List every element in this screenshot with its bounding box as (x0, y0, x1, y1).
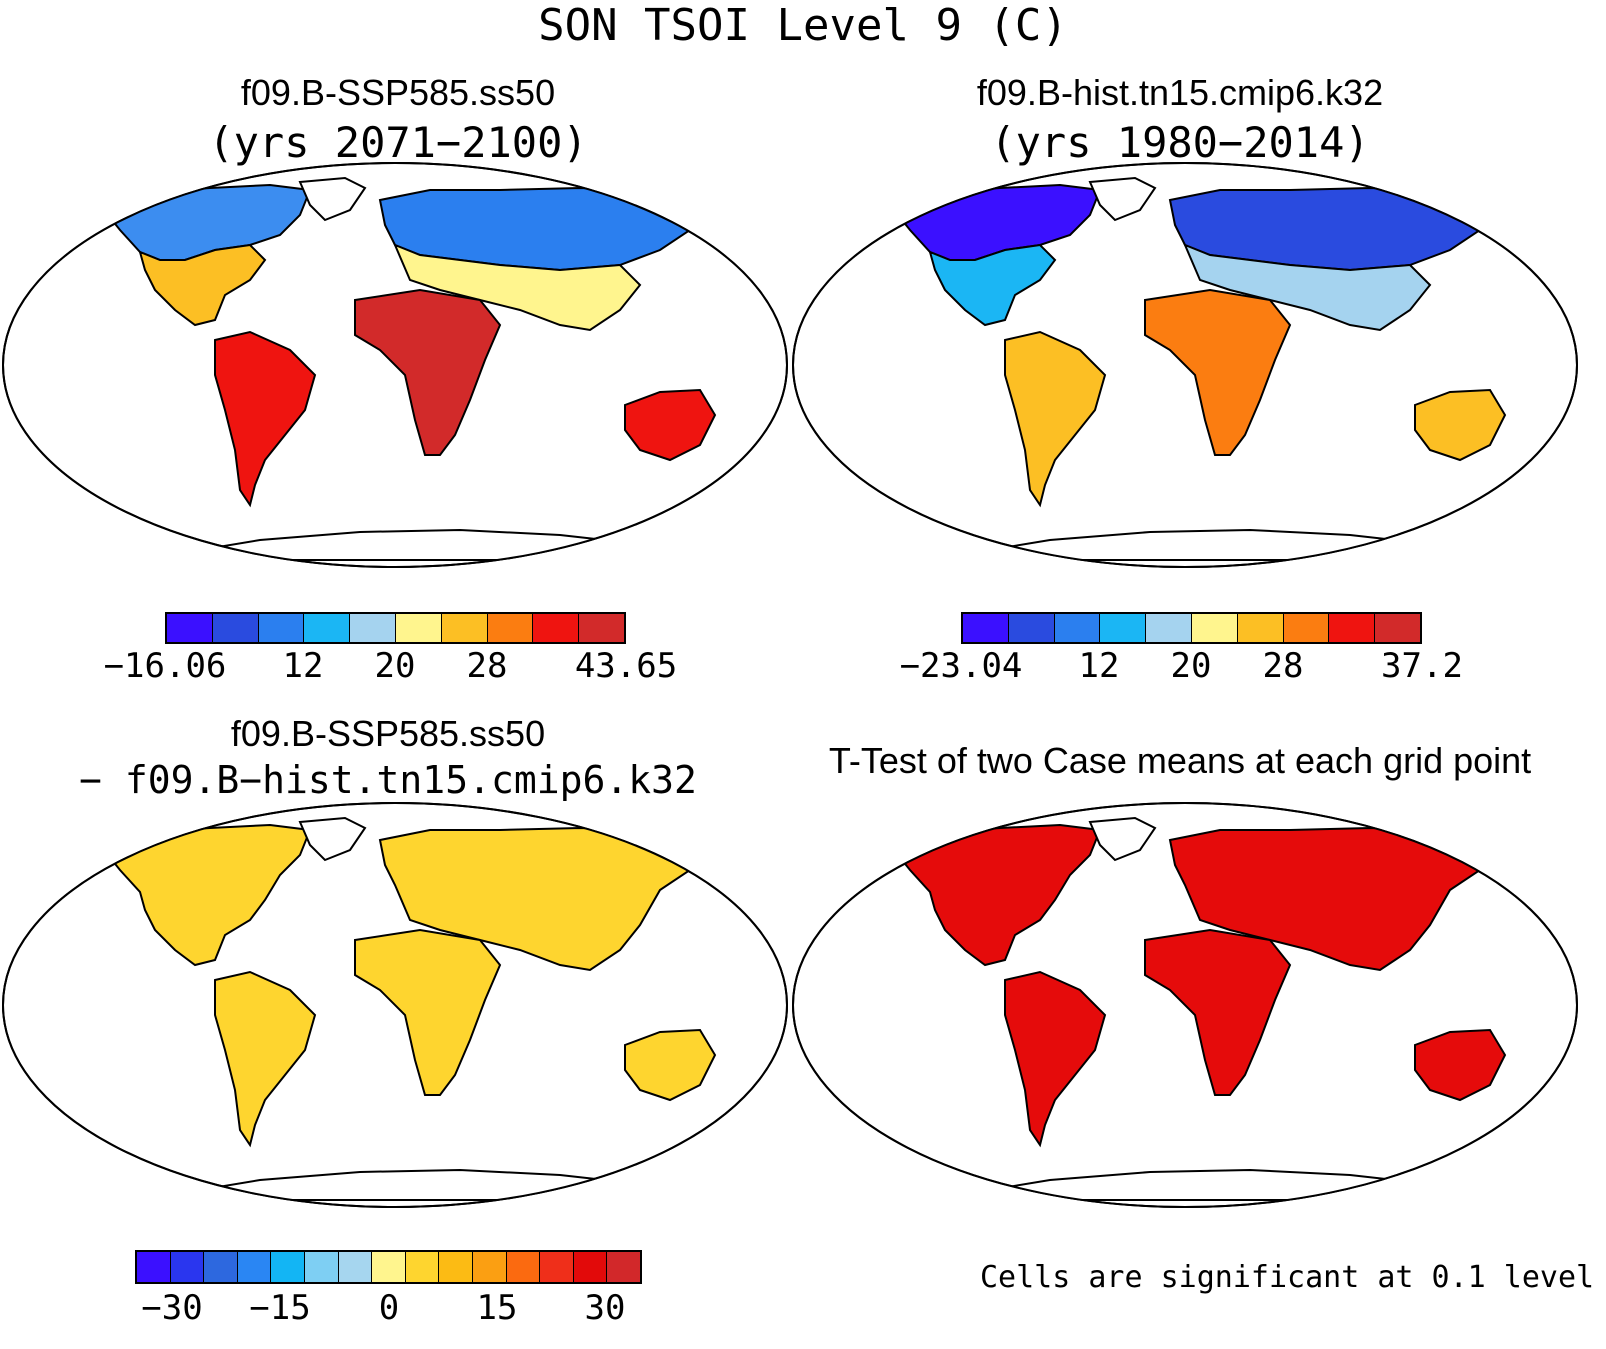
colorbar-swatch-7 (1283, 614, 1330, 642)
panel1-map (2, 162, 788, 568)
colorbar-swatch-8 (533, 614, 580, 642)
south-america (214, 970, 317, 1148)
colorbar-swatch-5 (1191, 614, 1238, 642)
colorbar-swatch-1 (1008, 614, 1055, 642)
colorbar-swatch-11 (506, 1252, 541, 1282)
colorbar-swatch-0 (167, 614, 213, 642)
colorbar-swatch-5 (304, 1252, 339, 1282)
colorbar-swatch-6 (1237, 614, 1284, 642)
panel2-cbar-label-0: −23.04 (899, 646, 1023, 686)
panel3-title: f09.B-SSP585.ss50 (230, 713, 546, 754)
north-america (888, 823, 1102, 967)
panel2-colorbar (961, 612, 1422, 644)
greenland (298, 176, 367, 222)
colorbar-swatch-6 (441, 614, 488, 642)
panel3-map (2, 802, 788, 1208)
panel3-colorbar (135, 1250, 642, 1284)
panel1-subtitle: (yrs 2071−2100) (208, 118, 588, 167)
colorbar-swatch-4 (1146, 614, 1192, 642)
panel3-cbar-label-3: 15 (476, 1288, 518, 1328)
panel2-cbar-label-3: 28 (1262, 646, 1304, 686)
colorbar-swatch-2 (1054, 614, 1101, 642)
panel4-map (792, 802, 1578, 1208)
north-america-south (138, 243, 267, 327)
colorbar-swatch-0 (137, 1252, 171, 1282)
colorbar-swatch-6 (338, 1252, 373, 1282)
eurasia-south (1183, 243, 1432, 332)
panel3-subtitle: − f09.B−hist.tn15.cmip6.k32 (79, 758, 697, 802)
north-america (98, 823, 312, 967)
south-america (1004, 970, 1107, 1148)
north-america-south (928, 243, 1057, 327)
greenland (1088, 176, 1157, 222)
colorbar-swatch-1 (170, 1252, 205, 1282)
panel2-cbar-label-1: 12 (1078, 646, 1120, 686)
africa (354, 928, 502, 1096)
africa (1144, 928, 1292, 1096)
panel1-cbar-label-0: −16.06 (103, 646, 227, 686)
eurasia-south (393, 243, 642, 332)
panel1-colorbar (165, 612, 626, 644)
panel2-title: f09.B-hist.tn15.cmip6.k32 (976, 72, 1384, 113)
panel3-cbar-label-0: −30 (141, 1288, 203, 1328)
panel3-cbar-label-2: 0 (378, 1288, 400, 1328)
colorbar-swatch-3 (237, 1252, 272, 1282)
colorbar-swatch-13 (573, 1252, 608, 1282)
south-america (214, 330, 317, 508)
colorbar-swatch-0 (963, 614, 1009, 642)
australia (1414, 1028, 1507, 1102)
colorbar-swatch-3 (1100, 614, 1147, 642)
panel2-map (792, 162, 1578, 568)
africa (354, 288, 502, 456)
panel2-cbar-label-2: 20 (1170, 646, 1212, 686)
colorbar-swatch-4 (271, 1252, 305, 1282)
colorbar-swatch-9 (1375, 614, 1420, 642)
panel1-cbar-label-2: 20 (374, 646, 416, 686)
colorbar-swatch-14 (607, 1252, 640, 1282)
panel4-title: T-Test of two Case means at each grid po… (828, 740, 1532, 781)
colorbar-swatch-9 (439, 1252, 473, 1282)
panel2-subtitle: (yrs 1980−2014) (990, 118, 1370, 167)
panel1-title: f09.B-SSP585.ss50 (240, 72, 556, 113)
colorbar-swatch-8 (1329, 614, 1376, 642)
eurasia (1168, 826, 1492, 972)
colorbar-swatch-7 (487, 614, 534, 642)
colorbar-swatch-1 (212, 614, 259, 642)
panel3-cbar-label-4: 30 (584, 1288, 626, 1328)
south-america (1004, 330, 1107, 508)
colorbar-swatch-7 (372, 1252, 406, 1282)
colorbar-swatch-9 (579, 614, 624, 642)
panel1-cbar-label-4: 43.65 (574, 646, 678, 686)
australia (624, 1028, 717, 1102)
colorbar-swatch-8 (405, 1252, 440, 1282)
colorbar-swatch-5 (395, 614, 442, 642)
panel4-footnote: Cells are significant at 0.1 level (980, 1260, 1595, 1295)
colorbar-swatch-10 (472, 1252, 507, 1282)
colorbar-swatch-2 (258, 614, 305, 642)
greenland (1088, 816, 1157, 862)
australia (624, 388, 717, 462)
australia (1414, 388, 1507, 462)
panel3-cbar-label-1: −15 (249, 1288, 311, 1328)
colorbar-swatch-12 (540, 1252, 574, 1282)
colorbar-swatch-4 (350, 614, 396, 642)
colorbar-swatch-2 (204, 1252, 238, 1282)
panel1-cbar-label-3: 28 (466, 646, 508, 686)
greenland (298, 816, 367, 862)
africa (1144, 288, 1292, 456)
eurasia (378, 826, 702, 972)
panel1-cbar-label-1: 12 (282, 646, 324, 686)
colorbar-swatch-3 (304, 614, 351, 642)
panel2-cbar-label-4: 37.2 (1381, 646, 1463, 686)
main-title: SON TSOI Level 9 (C) (538, 0, 1068, 51)
